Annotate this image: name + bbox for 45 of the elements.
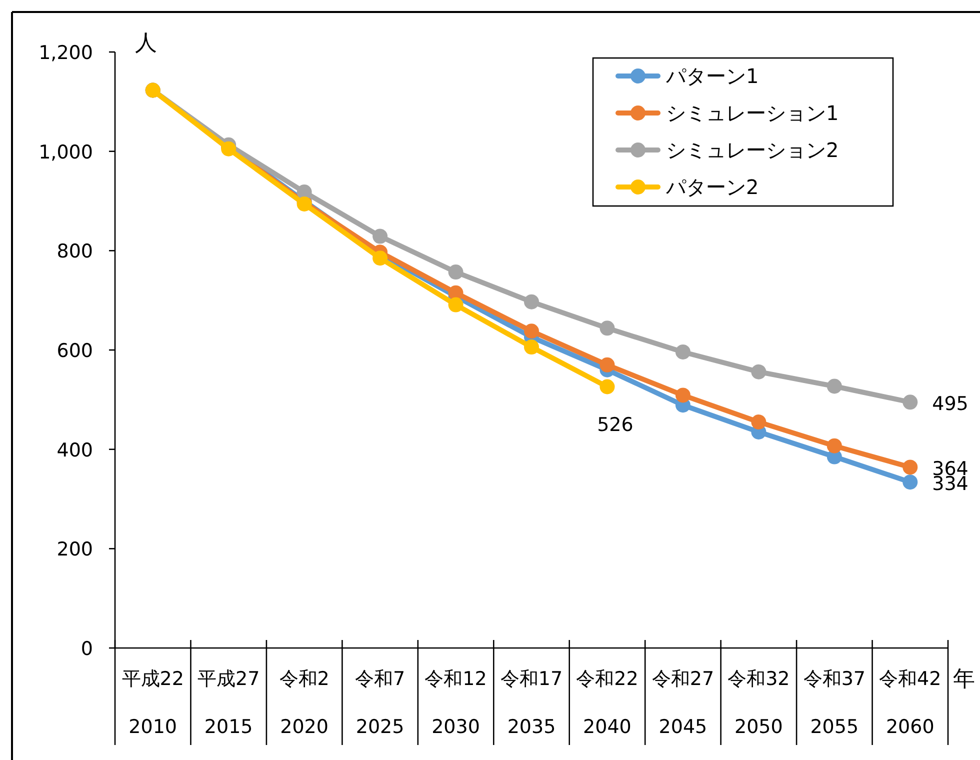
point xyxy=(902,474,918,490)
point xyxy=(902,394,918,410)
y-tick-label: 1,000 xyxy=(38,141,93,164)
point xyxy=(751,364,766,380)
category-label: 令和22 2040 xyxy=(576,668,638,738)
legend-label: シミュレーション2 xyxy=(666,138,839,162)
point xyxy=(372,228,388,244)
point xyxy=(826,438,842,454)
y-axis-title: 人 xyxy=(135,31,157,56)
data-label: 495 xyxy=(932,393,968,416)
category-label: 令和27 2045 xyxy=(652,668,714,738)
category-label: 令和17 2035 xyxy=(500,668,563,738)
legend-label: パターン2 xyxy=(665,175,759,199)
point xyxy=(524,294,539,310)
category-label: 令和7 2025 xyxy=(355,668,406,738)
data-label: 526 xyxy=(597,414,634,436)
category-label: 令和42 2060 xyxy=(879,668,942,738)
point xyxy=(448,264,464,280)
category-label: 平成22 2010 xyxy=(122,668,184,738)
point xyxy=(600,320,615,336)
y-tick-label: 600 xyxy=(56,340,93,362)
y-tick-label: 200 xyxy=(56,538,93,561)
point xyxy=(675,388,690,403)
point xyxy=(372,250,388,266)
point xyxy=(448,297,464,312)
y-tick-label: 400 xyxy=(56,439,93,462)
category-label: 平成27 2015 xyxy=(197,668,260,738)
legend-label: シミュレーション1 xyxy=(666,101,839,125)
legend-label: パターン1 xyxy=(665,64,759,88)
point xyxy=(826,378,842,394)
point xyxy=(600,357,615,372)
y-tick-label: 800 xyxy=(56,240,93,263)
point xyxy=(675,344,690,360)
point xyxy=(600,379,615,394)
y-tick-label: 0 xyxy=(80,638,93,660)
category-label: 令和32 2050 xyxy=(728,668,790,738)
point xyxy=(751,414,766,430)
point xyxy=(902,460,918,475)
category-label: 令和2 2020 xyxy=(279,668,330,738)
category-label: 令和12 2030 xyxy=(424,668,487,738)
category-label: 令和37 2055 xyxy=(803,668,866,738)
y-tick-label: 1,200 xyxy=(38,42,93,64)
x-axis-title: 年 xyxy=(953,667,975,692)
point xyxy=(524,340,539,355)
point xyxy=(524,324,539,339)
